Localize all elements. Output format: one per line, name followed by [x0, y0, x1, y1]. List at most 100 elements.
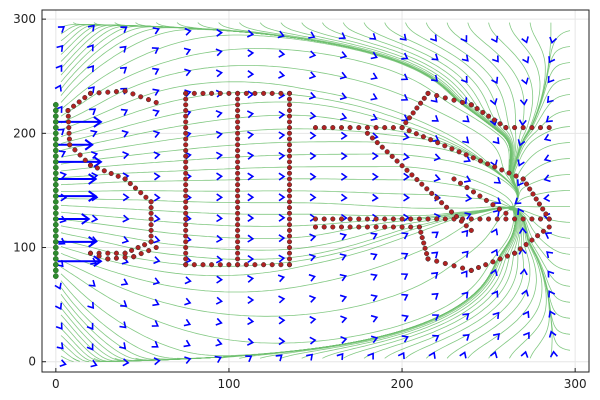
field-arrow	[59, 359, 67, 368]
obstacle-point	[153, 244, 159, 251]
field-arrow	[371, 172, 379, 181]
field-arrow	[216, 193, 224, 202]
y-tick-label: 100	[13, 241, 36, 255]
field-arrow	[87, 86, 95, 94]
field-arrow	[370, 335, 379, 344]
obstacle-point	[252, 262, 258, 268]
obstacle-point	[94, 165, 100, 171]
obstacle-point	[312, 224, 319, 230]
field-arrow	[86, 343, 94, 351]
field-arrow	[55, 105, 63, 113]
obstacle-point	[364, 130, 370, 136]
field-arrow	[247, 151, 255, 160]
field-arrow	[523, 331, 530, 339]
obstacle-point	[451, 97, 457, 103]
obstacle-point	[321, 125, 327, 131]
obstacle-point	[416, 224, 422, 230]
obstacle-point	[183, 130, 189, 136]
obstacle-point	[286, 136, 293, 142]
obstacle-point	[456, 149, 462, 155]
obstacle-point	[101, 168, 107, 174]
field-arrow	[370, 314, 379, 323]
obstacle-point	[442, 260, 448, 267]
field-arrow	[461, 291, 469, 299]
field-arrow	[152, 88, 160, 96]
field-arrow	[461, 54, 469, 62]
obstacle-point	[200, 90, 206, 96]
source-points	[52, 101, 59, 279]
obstacle-point	[364, 216, 370, 222]
field-arrow	[278, 193, 286, 202]
source-point	[52, 136, 59, 142]
field-arrow	[277, 30, 285, 39]
y-tick-label: 200	[13, 126, 36, 140]
field-arrow	[340, 193, 348, 202]
obstacle-point	[503, 210, 509, 216]
field-arrow	[247, 130, 255, 140]
field-arrow	[543, 154, 551, 162]
field-arrow	[370, 93, 378, 101]
obstacle-point	[321, 216, 327, 222]
obstacle-point	[269, 262, 275, 268]
field-arrow	[278, 151, 286, 160]
obstacle-point	[403, 120, 409, 126]
field-arrow	[90, 359, 98, 368]
field-arrow	[58, 237, 66, 245]
field-arrow	[402, 132, 410, 141]
field-arrow	[121, 235, 130, 244]
field-arrow	[403, 193, 411, 202]
field-arrow	[119, 342, 127, 350]
field-arrow	[543, 194, 551, 203]
obstacle-point	[235, 250, 241, 256]
obstacle-point	[122, 176, 128, 182]
obstacle-point	[113, 89, 119, 95]
field-arrow	[216, 214, 224, 223]
field-arrow	[247, 274, 255, 283]
field-arrow	[309, 50, 317, 59]
obstacle-point	[72, 147, 78, 153]
obstacle-point	[183, 227, 189, 233]
source-point	[52, 181, 59, 188]
source-point	[52, 198, 59, 205]
streamline	[60, 355, 74, 362]
obstacle-point	[442, 95, 448, 101]
obstacle-point	[286, 262, 293, 268]
field-arrow	[522, 310, 530, 318]
obstacle-point	[543, 211, 549, 217]
obstacle-point	[183, 159, 189, 165]
field-arrow	[339, 112, 348, 121]
obstacle-point	[138, 251, 144, 257]
obstacle-point	[143, 194, 149, 200]
field-arrow	[517, 139, 526, 147]
field-arrow	[278, 316, 286, 325]
source-point	[52, 101, 59, 108]
obstacle-point	[546, 125, 552, 131]
streamline	[509, 30, 571, 210]
field-arrow	[247, 295, 255, 305]
obstacle-point	[286, 90, 293, 96]
field-arrow	[548, 330, 557, 338]
obstacle-point	[503, 216, 509, 222]
obstacle-point	[490, 259, 496, 265]
obstacle-point	[235, 170, 241, 176]
field-arrow	[153, 235, 161, 244]
field-arrow	[54, 282, 62, 290]
source-point	[52, 233, 59, 239]
source-point	[52, 119, 59, 125]
obstacle-point	[286, 199, 293, 205]
obstacle-point	[321, 224, 327, 230]
obstacle-point	[235, 205, 241, 211]
obstacle-point	[414, 177, 420, 183]
obstacle-point	[65, 119, 72, 125]
field-arrow	[463, 155, 471, 163]
field-arrow	[55, 322, 63, 330]
field-arrow	[246, 110, 255, 119]
obstacle-point	[419, 235, 425, 241]
obstacle-point	[183, 199, 189, 205]
field-arrow	[431, 292, 439, 300]
field-arrow	[340, 152, 348, 161]
source-point	[52, 130, 59, 137]
field-arrow	[518, 119, 527, 127]
obstacle-point	[458, 218, 464, 224]
obstacle-point	[520, 125, 526, 131]
